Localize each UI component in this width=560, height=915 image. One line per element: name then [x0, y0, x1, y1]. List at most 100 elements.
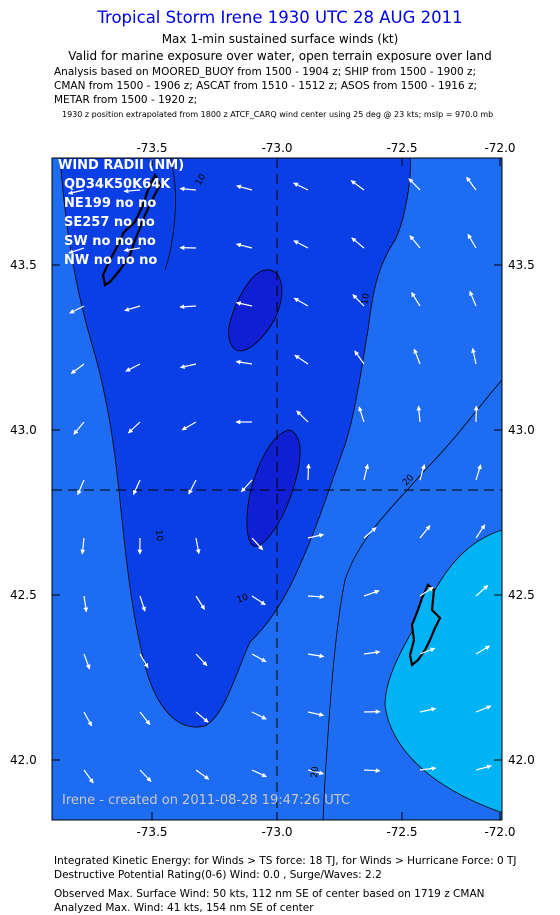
band-below-10 — [59, 158, 411, 728]
wind-arrow — [293, 240, 309, 249]
y-tick-label-right: 43.0 — [508, 423, 535, 437]
wind-arrow — [236, 242, 253, 249]
wind-radii-title: WIND RADII (NM) — [58, 158, 184, 173]
wind-arrow — [354, 350, 365, 365]
wind-arrow — [419, 464, 426, 481]
y-tick-label-right: 42.5 — [508, 588, 535, 602]
wind-arrow — [69, 305, 85, 314]
wind-arrow — [293, 297, 309, 307]
wind-arrow — [70, 363, 85, 375]
wind-arrow — [363, 768, 381, 773]
contour-label: 10 — [360, 292, 372, 305]
wind-arrow — [127, 421, 141, 434]
wind-arrow — [363, 650, 381, 655]
subtitle-winds: Max 1-min sustained surface winds (kt) — [161, 32, 399, 46]
wind-arrow — [475, 645, 491, 655]
wind-radii-row: NE199 no no — [64, 196, 156, 211]
band-20-30 — [384, 529, 502, 813]
wind-arrow — [475, 524, 486, 539]
wind-arrow — [80, 537, 86, 555]
wind-arrow — [419, 525, 431, 539]
wind-arrow — [124, 305, 141, 312]
wind-arrow — [251, 653, 267, 663]
analysis-line-3: METAR from 1500 - 1920 z; — [54, 94, 198, 106]
wind-arrow — [195, 769, 210, 780]
wind-arrow — [181, 421, 197, 431]
wind-arrow — [195, 711, 209, 723]
wind-arrow — [293, 182, 309, 191]
wind-arrow — [67, 189, 85, 195]
x-tick-label-top: -73.0 — [261, 141, 292, 155]
dpr-line: Destructive Potential Rating(0-6) Wind: … — [54, 869, 382, 881]
wind-arrow — [73, 421, 85, 435]
wind-arrow — [306, 463, 311, 481]
wind-arrow — [83, 595, 89, 613]
title: Tropical Storm Irene 1930 UTC 28 AUG 201… — [97, 8, 463, 27]
wind-arrow — [179, 363, 197, 369]
wind-arrow — [307, 711, 325, 717]
wind-radii-row: NW no no no — [64, 253, 157, 268]
wind-arrow — [469, 290, 477, 307]
y-tick-label-right: 43.5 — [508, 258, 535, 272]
wind-arrow — [358, 406, 365, 423]
contour-label: 10 — [236, 592, 250, 605]
subtitle-exposure: Valid for marine exposure over water, op… — [68, 49, 492, 63]
wind-arrow — [294, 354, 309, 365]
wind-arrow — [125, 363, 141, 372]
wind-arrow — [235, 359, 253, 365]
wind-arrow — [251, 711, 267, 720]
lake-south — [408, 583, 442, 668]
y-tick-label-left: 42.5 — [10, 588, 37, 602]
wind-arrow — [188, 479, 197, 495]
contour-label: 10 — [153, 529, 164, 542]
wind-arrow — [471, 347, 477, 365]
wind-arrow — [307, 653, 325, 659]
wind-arrow — [419, 707, 437, 713]
wind-arrow — [139, 653, 149, 669]
ike-line: Integrated Kinetic Energy: for Winds > T… — [54, 855, 517, 867]
wind-arrow — [296, 410, 309, 423]
wind-arrow — [413, 348, 421, 365]
credit: Irene - created on 2011-08-28 19:47:26 U… — [62, 793, 350, 808]
wind-arrow — [236, 184, 253, 191]
y-tick-label-right: 42.0 — [508, 753, 535, 767]
wind-arrow — [68, 247, 85, 255]
x-tick-label-bottom: -73.0 — [261, 825, 292, 839]
wind-arrow — [251, 595, 266, 606]
wind-arrow — [235, 301, 253, 307]
x-tick-label-top: -72.5 — [386, 141, 417, 155]
wind-radii-row: SE257 no no — [64, 215, 155, 230]
wind-arrow — [83, 653, 91, 670]
x-tick-label-top: -73.5 — [136, 141, 167, 155]
wind-arrow — [467, 233, 477, 249]
wind-arrows — [67, 176, 492, 784]
x-tick-label-bottom: -72.5 — [386, 825, 417, 839]
position-note: 1930 z position extrapolated from 1800 z… — [62, 110, 494, 119]
wind-arrow — [83, 769, 94, 784]
wind-arrow — [251, 769, 267, 778]
y-tick-label-left: 43.5 — [10, 258, 37, 272]
wind-arrow — [123, 188, 141, 194]
wind-arrow — [475, 584, 489, 597]
wind-arrow — [139, 595, 146, 612]
wind-radii-header: QD34K50K64K — [64, 177, 171, 192]
wind-arrow — [466, 176, 477, 191]
wind-arrow — [307, 533, 325, 539]
core-north — [228, 269, 283, 352]
x-tick-label-bottom: -72.0 — [484, 825, 515, 839]
wind-arrow — [351, 237, 365, 249]
wind-arrow — [410, 291, 421, 307]
contour-line-east — [322, 379, 502, 820]
wind-arrow — [240, 479, 253, 493]
analysis-line-1: Analysis based on MOORED_BUOY from 1500 … — [54, 66, 477, 78]
lake-north — [101, 172, 162, 287]
wind-arrow — [307, 594, 325, 600]
wind-arrow — [419, 766, 437, 771]
y-tick-label-left: 42.0 — [10, 753, 37, 767]
wind-arrow — [409, 235, 421, 249]
wind-arrow — [475, 764, 492, 771]
wind-arrow — [363, 463, 370, 481]
wind-arrow — [352, 294, 365, 307]
wind-arrow — [195, 653, 208, 667]
analysis-line-2: CMAN from 1500 - 1906 z; ASCAT from 1510… — [54, 80, 478, 92]
